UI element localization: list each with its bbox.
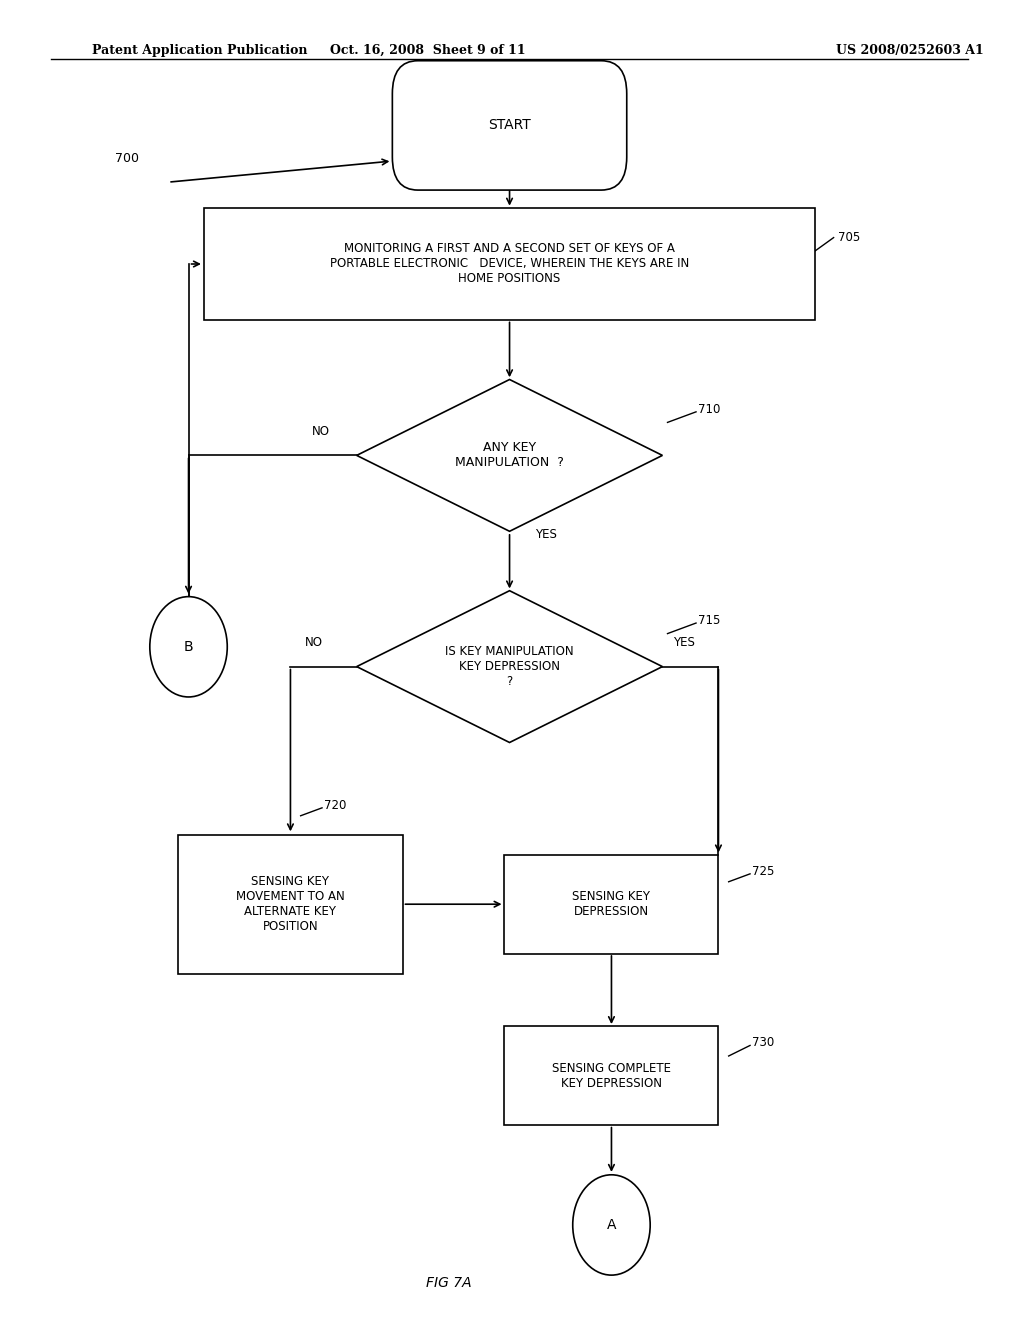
Text: 725: 725 [752, 865, 774, 878]
Text: 715: 715 [698, 614, 721, 627]
Text: B: B [183, 640, 194, 653]
Text: 705: 705 [838, 231, 860, 244]
FancyBboxPatch shape [392, 61, 627, 190]
Text: NO: NO [312, 425, 330, 438]
Bar [204, 207, 815, 319]
Text: ANY KEY
MANIPULATION  ?: ANY KEY MANIPULATION ? [455, 441, 564, 470]
Text: YES: YES [673, 636, 694, 649]
Circle shape [572, 1175, 650, 1275]
Text: YES: YES [535, 528, 557, 541]
Text: SENSING COMPLETE
KEY DEPRESSION: SENSING COMPLETE KEY DEPRESSION [552, 1061, 671, 1090]
Text: MONITORING A FIRST AND A SECOND SET OF KEYS OF A
PORTABLE ELECTRONIC   DEVICE, W: MONITORING A FIRST AND A SECOND SET OF K… [330, 243, 689, 285]
Text: 720: 720 [324, 799, 346, 812]
Text: SENSING KEY
DEPRESSION: SENSING KEY DEPRESSION [572, 890, 650, 919]
Text: NO: NO [305, 636, 323, 649]
Text: SENSING KEY
MOVEMENT TO AN
ALTERNATE KEY
POSITION: SENSING KEY MOVEMENT TO AN ALTERNATE KEY… [237, 875, 345, 933]
Text: Oct. 16, 2008  Sheet 9 of 11: Oct. 16, 2008 Sheet 9 of 11 [330, 44, 526, 57]
Text: 700: 700 [116, 152, 139, 165]
Text: START: START [488, 119, 530, 132]
Bar [178, 836, 402, 974]
Text: IS KEY MANIPULATION
KEY DEPRESSION
?: IS KEY MANIPULATION KEY DEPRESSION ? [445, 645, 573, 688]
Text: Patent Application Publication: Patent Application Publication [92, 44, 307, 57]
Bar [505, 855, 719, 953]
Polygon shape [356, 591, 663, 742]
Text: US 2008/0252603 A1: US 2008/0252603 A1 [836, 44, 983, 57]
Text: 730: 730 [752, 1036, 774, 1049]
Text: 710: 710 [698, 403, 721, 416]
Circle shape [150, 597, 227, 697]
Text: A: A [606, 1218, 616, 1232]
Text: FIG 7A: FIG 7A [426, 1276, 471, 1290]
Polygon shape [356, 380, 663, 531]
Bar [505, 1027, 719, 1125]
